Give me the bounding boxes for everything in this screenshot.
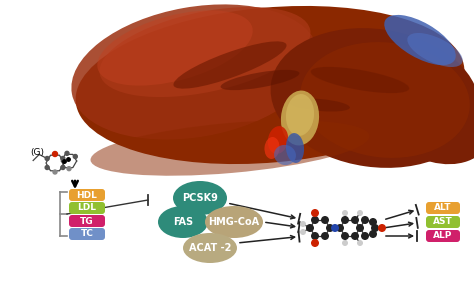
Ellipse shape [268,126,288,154]
Ellipse shape [158,206,208,238]
Circle shape [321,232,329,240]
Text: HMG-CoA: HMG-CoA [209,217,260,227]
Circle shape [357,210,363,216]
Circle shape [356,224,364,232]
Ellipse shape [173,181,227,215]
Circle shape [311,209,319,217]
Ellipse shape [290,99,350,111]
Circle shape [53,170,57,174]
Ellipse shape [205,206,263,238]
Circle shape [300,229,306,235]
Ellipse shape [311,67,409,93]
Circle shape [357,240,363,246]
Circle shape [73,154,77,158]
Circle shape [378,224,386,232]
Ellipse shape [220,70,300,90]
Ellipse shape [264,137,280,159]
Circle shape [342,210,348,216]
Circle shape [311,232,319,240]
Ellipse shape [76,6,465,164]
FancyBboxPatch shape [426,230,460,242]
Circle shape [61,157,65,161]
Text: (G): (G) [30,147,44,157]
Circle shape [311,216,319,224]
FancyBboxPatch shape [426,202,460,214]
Text: LDL: LDL [78,204,97,212]
Circle shape [351,232,359,240]
Ellipse shape [300,42,470,158]
FancyBboxPatch shape [69,189,105,201]
Circle shape [300,221,306,227]
Text: TG: TG [80,216,94,226]
Circle shape [341,232,349,240]
Circle shape [369,230,377,238]
Circle shape [371,224,379,232]
Ellipse shape [274,145,296,165]
Circle shape [361,216,369,224]
Text: ACAT -2: ACAT -2 [189,243,231,253]
Circle shape [311,239,319,247]
Circle shape [321,216,329,224]
Circle shape [65,151,69,155]
Ellipse shape [391,92,474,164]
Ellipse shape [286,133,304,163]
Text: ALT: ALT [434,204,452,212]
Text: FAS: FAS [173,217,193,227]
Circle shape [351,216,359,224]
Ellipse shape [281,91,319,146]
Ellipse shape [100,7,310,97]
Circle shape [67,167,71,171]
Ellipse shape [72,4,319,140]
Circle shape [331,224,339,232]
Ellipse shape [384,15,456,65]
Circle shape [45,157,49,161]
Circle shape [61,165,65,169]
Ellipse shape [91,120,370,176]
Circle shape [306,224,314,232]
Circle shape [341,216,349,224]
Circle shape [53,151,57,157]
Ellipse shape [271,28,474,168]
Ellipse shape [173,41,287,89]
Circle shape [45,165,49,169]
Circle shape [369,218,377,226]
Text: ALP: ALP [433,231,453,240]
FancyBboxPatch shape [69,202,105,214]
Text: HDL: HDL [77,191,98,200]
Ellipse shape [97,10,253,86]
Circle shape [361,232,369,240]
Circle shape [336,224,344,232]
Ellipse shape [183,233,237,263]
Text: PCSK9: PCSK9 [182,193,218,203]
Circle shape [342,240,348,246]
FancyBboxPatch shape [69,228,105,240]
Circle shape [326,224,334,232]
FancyBboxPatch shape [426,216,460,228]
FancyBboxPatch shape [69,215,105,227]
Text: AST: AST [433,217,453,227]
Ellipse shape [286,94,314,136]
Ellipse shape [407,33,463,67]
Text: TC: TC [81,230,93,239]
